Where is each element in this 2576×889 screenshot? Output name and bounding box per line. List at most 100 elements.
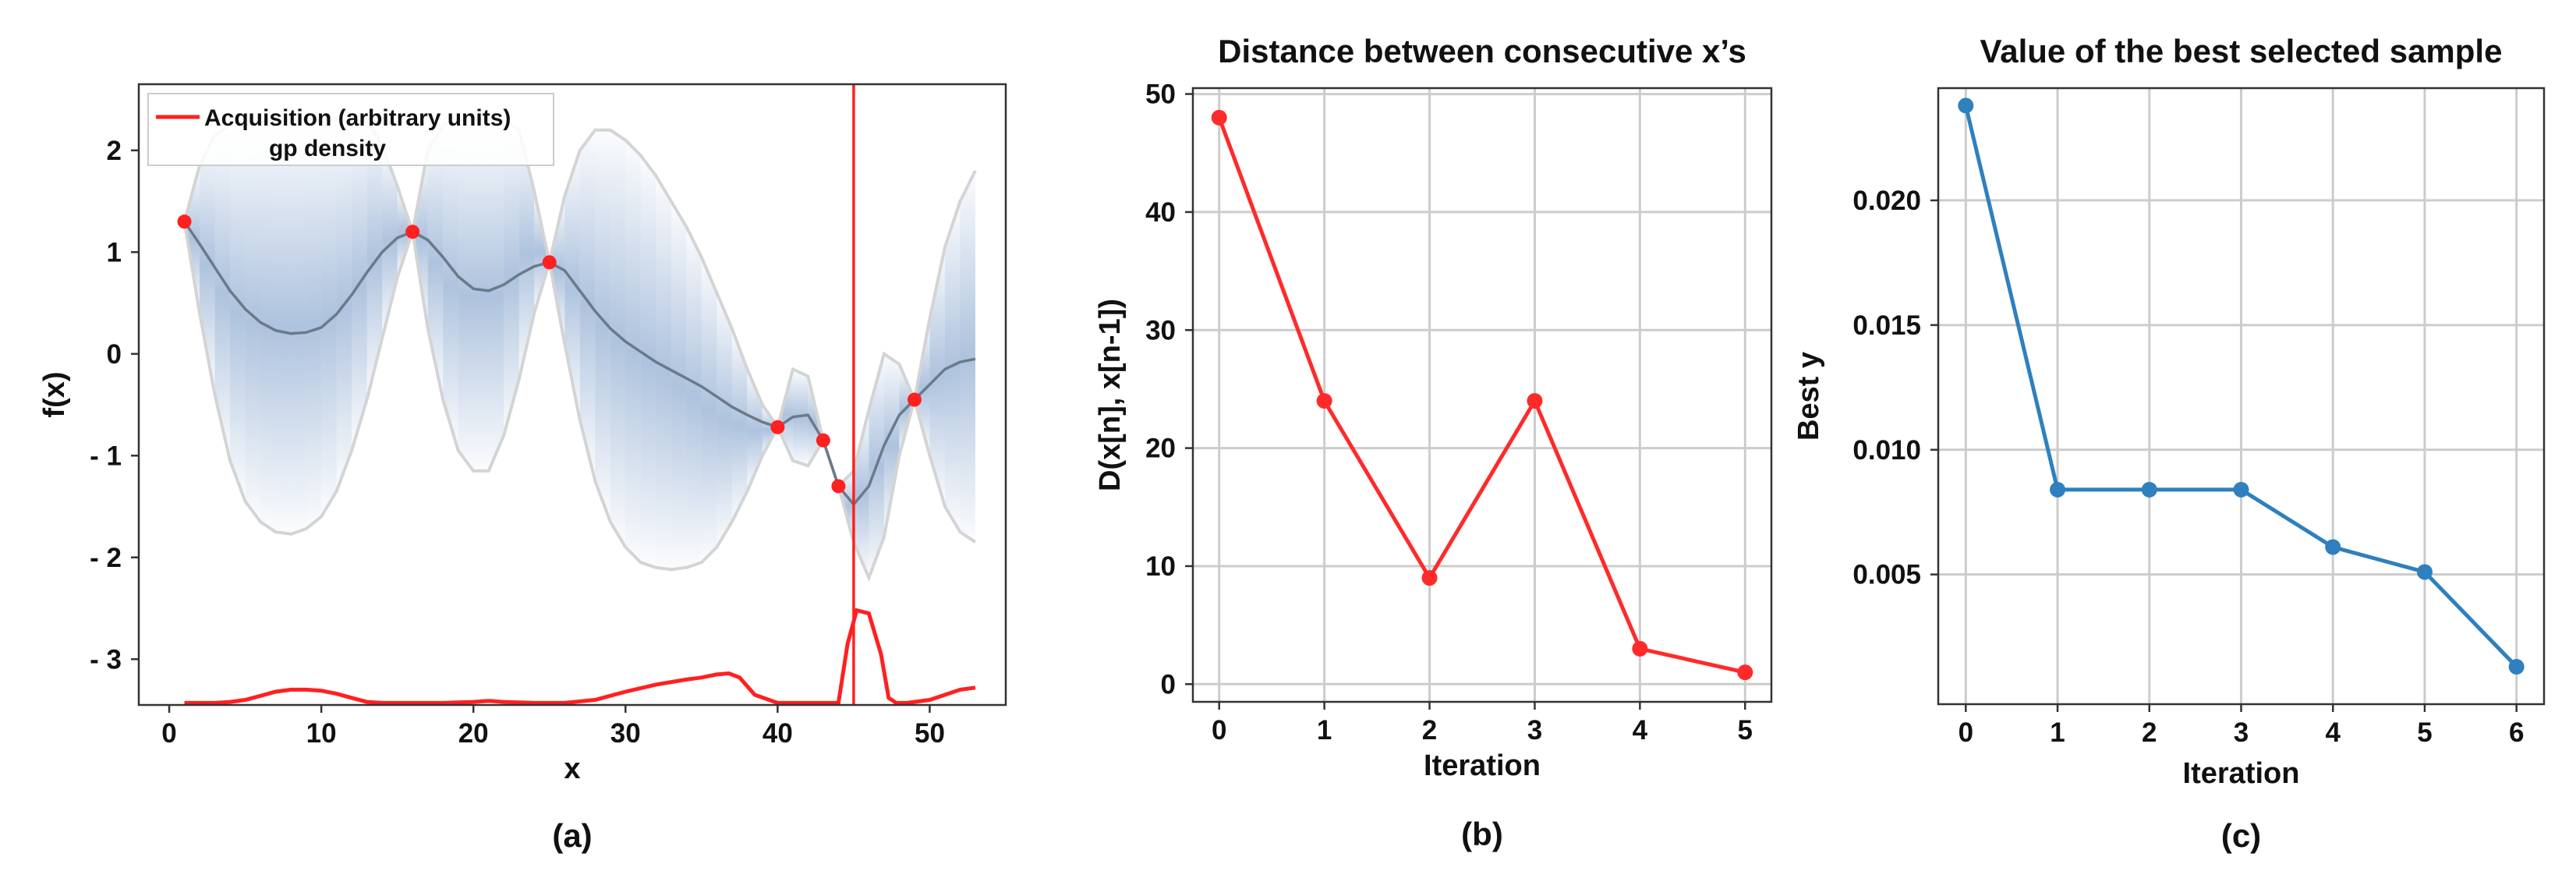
gp-density-band (412, 150, 428, 329)
panel-caption: (a) (552, 817, 592, 854)
x-tick-label: 2 (1422, 715, 1437, 746)
gp-density-band (717, 292, 732, 547)
y-tick-label: 0 (1161, 669, 1176, 700)
gp-density-band (458, 119, 474, 471)
gp-density-band (427, 125, 444, 400)
y-tick-label: 0.005 (1852, 560, 1921, 590)
distance-point (1421, 570, 1438, 586)
y-axis-label: D(x[n], x[n-1]) (1094, 299, 1127, 491)
distance-point (1527, 393, 1543, 409)
best-y-point (2508, 659, 2525, 675)
gp-density-band (701, 257, 717, 563)
best-y-point (2050, 481, 2066, 498)
gp-density-band (245, 122, 261, 522)
panel-caption: (b) (1461, 816, 1503, 852)
gp-density-band (762, 405, 778, 456)
y-tick-label: 0.010 (1852, 435, 1921, 466)
gp-density-band (366, 119, 383, 400)
sample-point (542, 255, 557, 270)
best-y-point (2233, 481, 2249, 498)
gp-density-band (275, 119, 292, 534)
y-tick-label: - 3 (90, 644, 122, 675)
x-axis-label: Iteration (1424, 749, 1541, 782)
gp-density-band (184, 165, 200, 313)
gp-density-band (731, 328, 748, 522)
distance-point (1737, 664, 1753, 681)
gp-density-band (914, 318, 930, 456)
panel-a-gp-plot: Acquisition (arbitrary units) gp density 0… (38, 83, 1007, 854)
chart-title: Value of the best selected sample (1980, 33, 2503, 69)
sample-point (177, 214, 192, 229)
x-tick-label: 3 (1527, 715, 1542, 746)
sample-point (816, 433, 830, 448)
best-y-point (2325, 539, 2341, 555)
gp-density-band (777, 369, 793, 461)
panel-c-best-sample-plot: 0 1 2 3 4 5 6 0.020 0.015 0.010 0.005 Iteration Best… (1792, 33, 2546, 854)
gp-density-band (792, 369, 809, 466)
legend: Acquisition (arbitrary units) gp density (147, 93, 554, 166)
distance-point (1632, 640, 1648, 657)
x-tick-label: 5 (2417, 717, 2432, 748)
best-y-point (1958, 97, 1974, 114)
gp-density-band (579, 129, 596, 481)
gp-density-band (549, 196, 565, 344)
y-axis-label: f(x) (38, 371, 71, 417)
x-tick-label: 40 (763, 718, 793, 749)
gp-density-band (610, 129, 626, 547)
gp-lower-bound-line (182, 221, 977, 583)
sample-point (831, 479, 846, 494)
gp-density-band (214, 125, 231, 461)
x-tick-label: 4 (2325, 717, 2341, 748)
acquisition-line (184, 607, 976, 705)
sample-point (770, 420, 785, 434)
chart-title: Distance between consecutive x’s (1218, 33, 1746, 69)
gp-density-band (625, 140, 641, 563)
gp-density-band (686, 226, 702, 568)
best-y-point (2141, 481, 2157, 498)
distance-point (1211, 109, 1227, 126)
best-y-point (2416, 564, 2433, 580)
gp-density-band (671, 201, 687, 570)
legend-density-label: gp density (269, 136, 386, 161)
x-tick-label: 10 (306, 718, 337, 749)
x-tick-label: 0 (1959, 717, 1973, 748)
y-tick-label: 30 (1145, 315, 1176, 345)
x-axis-label: x (564, 753, 580, 785)
legend-acquisition-label: Acquisition (arbitrary units) (204, 105, 511, 131)
gp-density-band (960, 170, 975, 543)
gp-density-band (321, 119, 337, 517)
x-tick-label: 5 (1738, 715, 1753, 746)
y-tick-label: 20 (1145, 434, 1176, 464)
x-axis-label: Iteration (2183, 757, 2300, 790)
y-tick-label: 40 (1145, 197, 1176, 228)
gp-density-band (518, 129, 535, 380)
y-tick-label: 10 (1145, 551, 1176, 582)
y-tick-label: - 1 (90, 441, 122, 471)
y-axis-label: Best y (1792, 352, 1825, 441)
y-tick-label: - 2 (90, 543, 122, 573)
gp-density-band (488, 119, 504, 471)
plot-frame (1191, 87, 1773, 703)
x-tick-label: 3 (2234, 717, 2249, 748)
x-tick-label: 0 (161, 718, 176, 749)
gp-density-band (473, 119, 489, 471)
gp-density-band (656, 175, 671, 570)
y-tick-label: 0.015 (1852, 310, 1921, 341)
gp-density-band (230, 125, 246, 502)
x-tick-label: 20 (458, 718, 489, 749)
x-tick-label: 1 (1317, 715, 1332, 746)
gp-density-band (443, 119, 458, 451)
legend-box (147, 93, 554, 166)
gp-density-band (640, 155, 656, 568)
gp-density-band (397, 186, 413, 278)
gp-density-band (899, 363, 915, 456)
gp-density-band (564, 150, 580, 420)
x-tick-label: 0 (1212, 715, 1226, 746)
gp-density-band (306, 119, 322, 530)
panel-caption: (c) (2221, 817, 2261, 854)
y-tick-label: 50 (1145, 80, 1176, 110)
x-tick-label: 4 (1633, 715, 1648, 746)
x-tick-label: 30 (610, 718, 641, 749)
